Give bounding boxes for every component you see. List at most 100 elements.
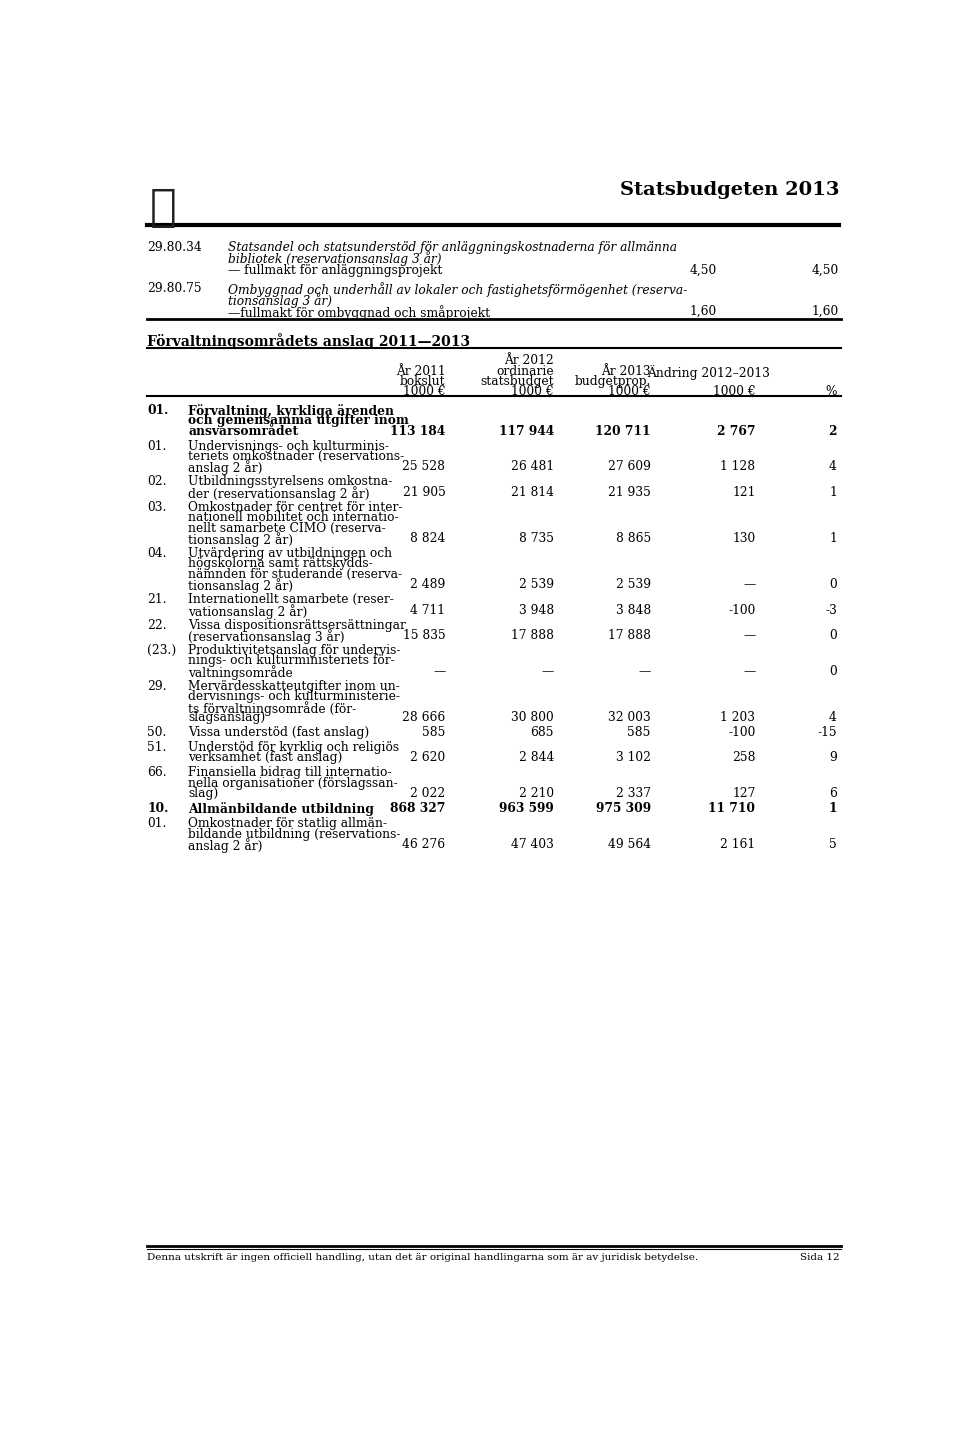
Text: 258: 258 (732, 752, 756, 765)
Text: —fullmakt för ombyggnad och småprojekt: —fullmakt för ombyggnad och småprojekt (228, 306, 491, 320)
Text: 51.: 51. (147, 742, 166, 755)
Text: 10.: 10. (147, 802, 169, 816)
Text: nellt samarbete CIMO (reserva-: nellt samarbete CIMO (reserva- (188, 522, 386, 534)
Text: 2 210: 2 210 (518, 787, 554, 800)
Text: —: — (541, 664, 554, 677)
Text: 01.: 01. (147, 817, 166, 830)
Text: 21 935: 21 935 (608, 486, 651, 499)
Text: —: — (743, 629, 756, 642)
Text: 01.: 01. (147, 404, 169, 417)
Text: slagsanslag): slagsanslag) (188, 712, 266, 725)
Text: slag): slag) (188, 787, 219, 800)
Text: (reservationsanslag 3 år): (reservationsanslag 3 år) (188, 629, 345, 644)
Text: nämnden för studerande (reserva-: nämnden för studerande (reserva- (188, 567, 402, 580)
Text: —: — (743, 664, 756, 677)
Text: 2 539: 2 539 (615, 579, 651, 592)
Text: -15: -15 (817, 726, 837, 739)
Text: 29.: 29. (147, 680, 167, 693)
Text: 1000 €: 1000 € (609, 386, 651, 399)
Text: 585: 585 (422, 726, 445, 739)
Text: 2 337: 2 337 (616, 787, 651, 800)
Text: teriets omkostnader (reservations-: teriets omkostnader (reservations- (188, 450, 404, 463)
Text: 3 948: 3 948 (518, 603, 554, 617)
Text: 2 767: 2 767 (717, 424, 756, 437)
Text: 1000 €: 1000 € (403, 386, 445, 399)
Text: 963 599: 963 599 (499, 802, 554, 816)
Text: Understöd för kyrklig och religiös: Understöd för kyrklig och religiös (188, 742, 399, 755)
Text: År 2013: År 2013 (601, 364, 651, 377)
Text: År 2011: År 2011 (396, 364, 445, 377)
Text: 2 161: 2 161 (720, 837, 756, 852)
Text: (23.): (23.) (147, 644, 177, 657)
Text: 868 327: 868 327 (390, 802, 445, 816)
Text: verksamhet (fast anslag): verksamhet (fast anslag) (188, 752, 343, 765)
Text: 4 711: 4 711 (411, 603, 445, 617)
Text: 21 905: 21 905 (402, 486, 445, 499)
Text: nings- och kulturministeriets för-: nings- och kulturministeriets för- (188, 654, 395, 667)
Text: bibliotek (reservationsanslag 3 år): bibliotek (reservationsanslag 3 år) (228, 252, 442, 266)
Text: 4: 4 (829, 712, 837, 725)
Text: 130: 130 (732, 532, 756, 544)
Text: 120 711: 120 711 (595, 424, 651, 437)
Text: Omkostnader för centret för inter-: Omkostnader för centret för inter- (188, 500, 402, 514)
Text: Sida 12: Sida 12 (800, 1253, 839, 1262)
Text: 0: 0 (829, 579, 837, 592)
Text: 2 844: 2 844 (518, 752, 554, 765)
Text: Ändring 2012–2013: Ändring 2012–2013 (648, 364, 771, 380)
Text: valtningsområde: valtningsområde (188, 664, 293, 680)
Text: 3 848: 3 848 (615, 603, 651, 617)
Text: 01.: 01. (147, 440, 166, 453)
Text: vationsanslag 2 år): vationsanslag 2 år) (188, 603, 307, 619)
Text: Statsbudgeten 2013: Statsbudgeten 2013 (620, 180, 839, 199)
Text: 5: 5 (829, 837, 837, 852)
Text: 8 824: 8 824 (410, 532, 445, 544)
Text: 29.80.75: 29.80.75 (147, 283, 202, 296)
Text: 50.: 50. (147, 726, 166, 739)
Text: 29.80.34: 29.80.34 (147, 240, 202, 254)
Text: dervisnings- och kulturministerie-: dervisnings- och kulturministerie- (188, 690, 400, 703)
Text: och gemensamma utgifter inom: och gemensamma utgifter inom (188, 414, 409, 427)
Text: Undervisnings- och kulturminis-: Undervisnings- och kulturminis- (188, 440, 389, 453)
Text: 17 888: 17 888 (608, 629, 651, 642)
Text: Förvaltningsområdets anslag 2011—2013: Förvaltningsområdets anslag 2011—2013 (147, 333, 470, 349)
Text: 4,50: 4,50 (812, 263, 839, 277)
Text: 585: 585 (628, 726, 651, 739)
Text: 6: 6 (829, 787, 837, 800)
Text: 28 666: 28 666 (402, 712, 445, 725)
Text: 9: 9 (829, 752, 837, 765)
Text: budgetprop.: budgetprop. (574, 374, 651, 387)
Text: 49 564: 49 564 (608, 837, 651, 852)
Text: 02.: 02. (147, 476, 167, 489)
Text: Ombyggnad och underhåll av lokaler och fastighetsförmögenhet (reserva-: Ombyggnad och underhåll av lokaler och f… (228, 283, 687, 297)
Text: 2: 2 (828, 424, 837, 437)
Text: — fullmakt för anläggningsprojekt: — fullmakt för anläggningsprojekt (228, 263, 443, 277)
Text: nella organisationer (förslagssan-: nella organisationer (förslagssan- (188, 777, 398, 790)
Text: Mervärdesskatteutgifter inom un-: Mervärdesskatteutgifter inom un- (188, 680, 400, 693)
Text: %: % (826, 386, 837, 399)
Text: Finansiella bidrag till internatio-: Finansiella bidrag till internatio- (188, 766, 392, 779)
Text: Allmänbildande utbildning: Allmänbildande utbildning (188, 802, 374, 816)
Text: 47 403: 47 403 (511, 837, 554, 852)
Text: 25 528: 25 528 (402, 460, 445, 473)
Text: 2 620: 2 620 (410, 752, 445, 765)
Text: bokslut: bokslut (400, 374, 445, 387)
Text: Vissa dispositionsrättsersättningar: Vissa dispositionsrättsersättningar (188, 619, 406, 632)
Text: 32 003: 32 003 (608, 712, 651, 725)
Text: 26 481: 26 481 (511, 460, 554, 473)
Text: 17 888: 17 888 (511, 629, 554, 642)
Text: Vissa understöd (fast anslag): Vissa understöd (fast anslag) (188, 726, 370, 739)
Text: 11 710: 11 710 (708, 802, 756, 816)
Text: 1: 1 (829, 532, 837, 544)
Text: 8 735: 8 735 (519, 532, 554, 544)
Text: 2 022: 2 022 (410, 787, 445, 800)
Text: —: — (743, 579, 756, 592)
Text: 117 944: 117 944 (499, 424, 554, 437)
Text: Omkostnader för statlig allmän-: Omkostnader för statlig allmän- (188, 817, 387, 830)
Text: 127: 127 (732, 787, 756, 800)
Text: tionsanslag 3 år): tionsanslag 3 år) (228, 293, 332, 307)
Text: 0: 0 (829, 629, 837, 642)
Text: ts förvaltningsområde (för-: ts förvaltningsområde (för- (188, 700, 356, 716)
Text: högskolorna samt rättskydds-: högskolorna samt rättskydds- (188, 557, 372, 570)
Text: der (reservationsanslag 2 år): der (reservationsanslag 2 år) (188, 486, 370, 500)
Text: Utvärdering av utbildningen och: Utvärdering av utbildningen och (188, 547, 393, 560)
